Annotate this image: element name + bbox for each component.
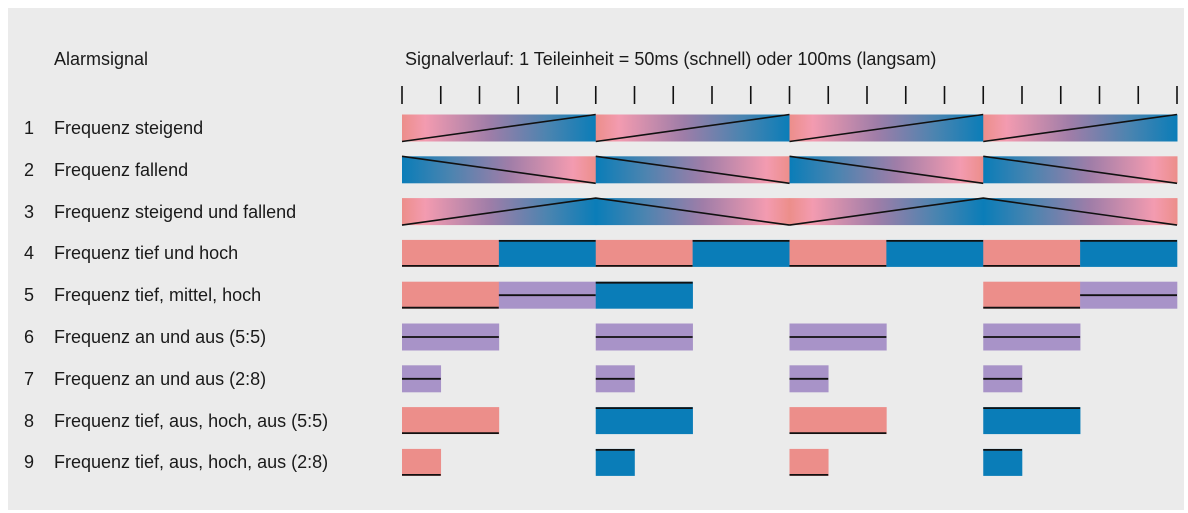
signal-block-high bbox=[886, 239, 984, 267]
signal-block-low bbox=[595, 239, 693, 267]
row-label: Frequenz tief und hoch bbox=[54, 243, 239, 264]
row-number: 3 bbox=[24, 201, 35, 222]
row-number: 2 bbox=[24, 159, 35, 180]
row-number: 1 bbox=[24, 118, 35, 138]
signal-block-low bbox=[789, 407, 887, 435]
frequency-line bbox=[401, 113, 596, 143]
frequency-line bbox=[401, 155, 596, 185]
signal-block-low bbox=[983, 281, 1081, 309]
row-label: Frequenz tief, mittel, hoch bbox=[54, 285, 262, 306]
frequency-line bbox=[983, 155, 1178, 185]
signal-block-low bbox=[402, 239, 500, 267]
frequency-line bbox=[983, 113, 1178, 143]
signal-block-low bbox=[402, 407, 500, 435]
row-label: Frequenz fallend bbox=[54, 159, 189, 180]
frequency-line bbox=[401, 197, 790, 226]
row-number: 5 bbox=[24, 285, 35, 306]
row-number: 8 bbox=[24, 410, 35, 431]
row-label: Frequenz an und aus (2:8) bbox=[54, 368, 267, 389]
frequency-line bbox=[595, 155, 790, 185]
signal-block-low bbox=[789, 448, 829, 476]
row-number: 9 bbox=[24, 452, 35, 473]
row-label: Frequenz steigend und fallend bbox=[54, 201, 297, 222]
frequency-line bbox=[595, 113, 790, 143]
signal-block-high bbox=[983, 407, 1081, 435]
row-label: Frequenz an und aus (5:5) bbox=[54, 327, 267, 347]
row-label: Frequenz tief, aus, hoch, aus (2:8) bbox=[54, 452, 329, 473]
signal-block-high bbox=[1080, 239, 1178, 267]
signal-block-low bbox=[402, 448, 442, 476]
signal-block-low bbox=[789, 239, 887, 267]
frequency-line bbox=[789, 113, 984, 143]
signal-block-low bbox=[983, 239, 1081, 267]
row-label: Frequenz steigend bbox=[54, 118, 204, 138]
frequency-line bbox=[789, 155, 984, 185]
row-number: 6 bbox=[24, 327, 35, 347]
signal-block-high bbox=[595, 281, 693, 309]
signal-block-high bbox=[692, 239, 790, 267]
signal-block-high bbox=[498, 239, 597, 267]
signal-description: Signalverlauf: 1 Teileinheit = 50ms (sch… bbox=[405, 49, 937, 69]
row-number: 4 bbox=[24, 243, 35, 264]
column-title-alarmsignal: Alarmsignal bbox=[54, 49, 149, 69]
signal-block-low bbox=[402, 281, 500, 309]
frequency-line bbox=[789, 197, 1178, 226]
row-label: Frequenz tief, aus, hoch, aus (5:5) bbox=[54, 410, 329, 431]
signal-block-high bbox=[595, 407, 693, 435]
signal-block-high bbox=[595, 448, 635, 476]
row-number: 7 bbox=[24, 368, 35, 389]
signal-block-high bbox=[983, 448, 1023, 476]
